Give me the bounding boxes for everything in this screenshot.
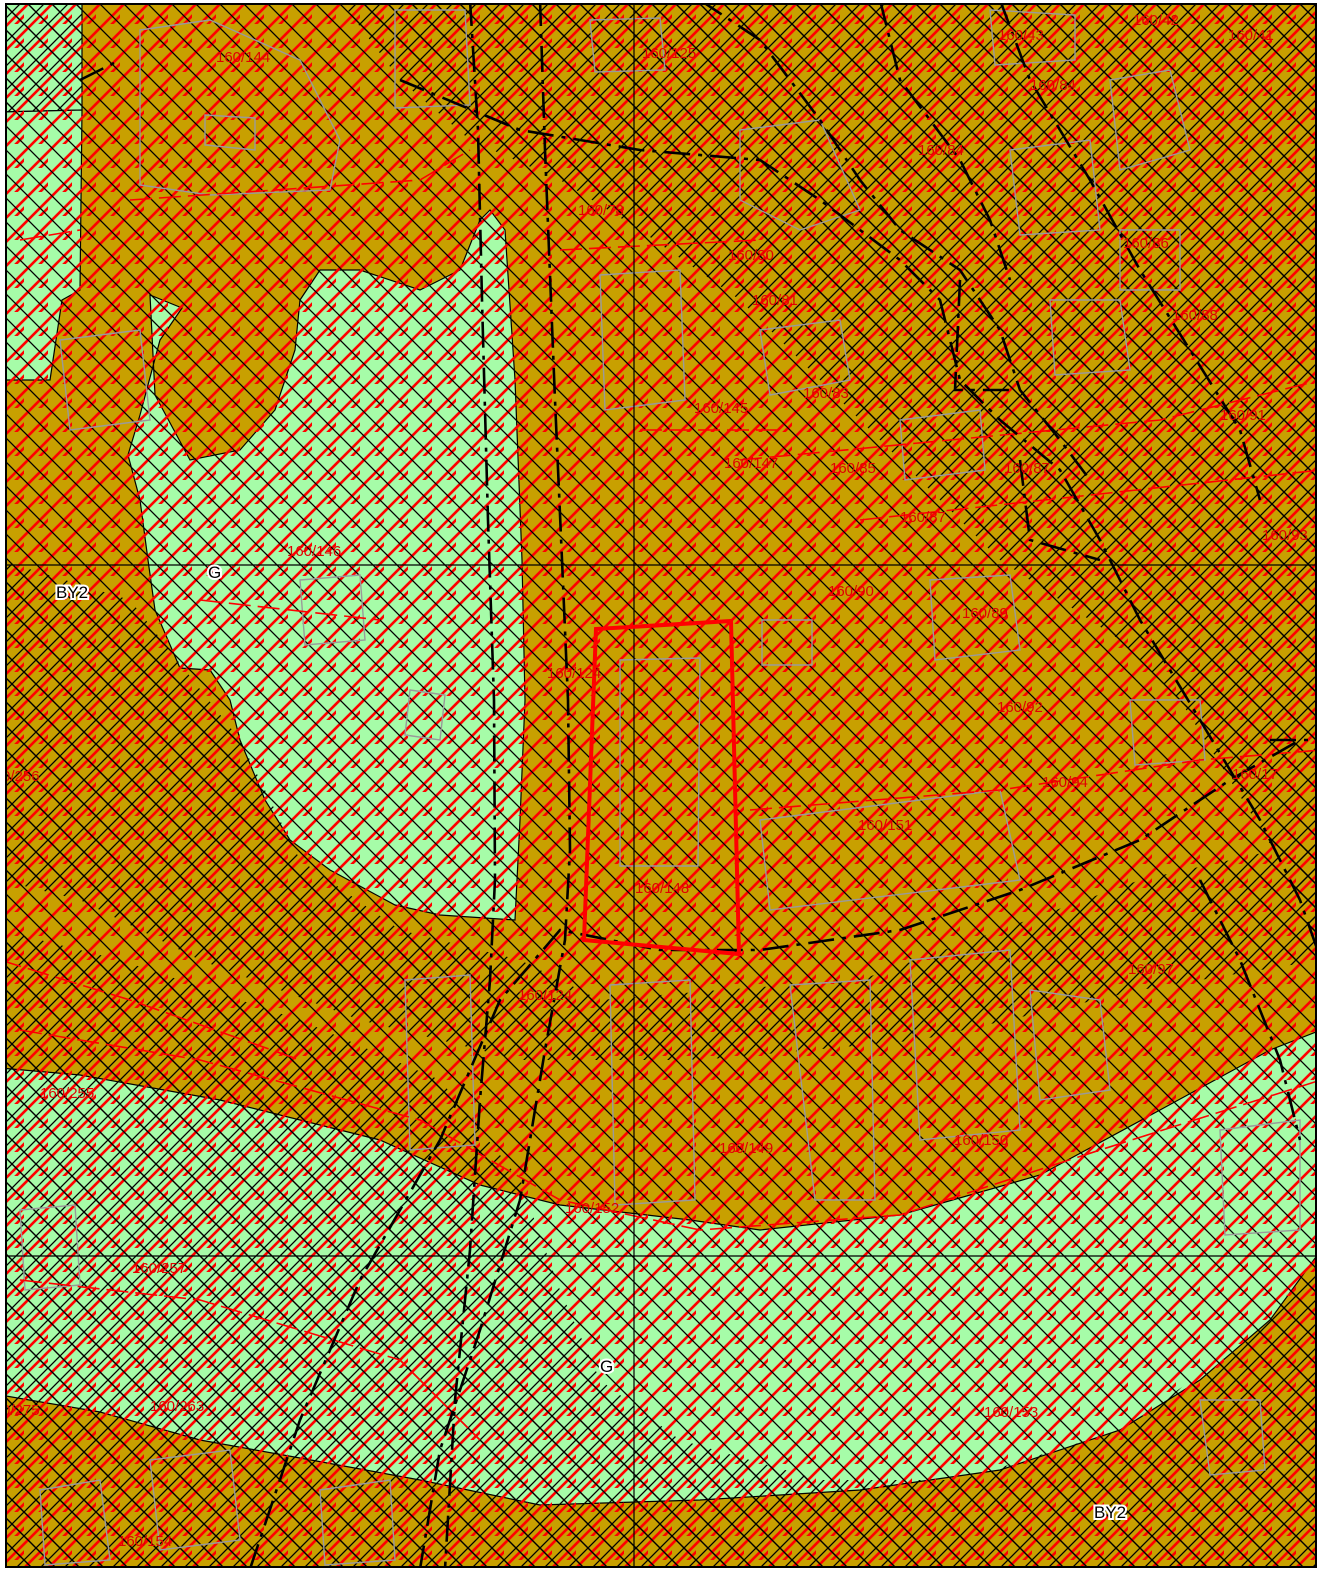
plot-label: 160/81 <box>752 292 798 309</box>
plot-label: 160/255 <box>40 1085 94 1102</box>
plot-label: 160/42 <box>1133 12 1179 29</box>
black-dashdot-boundaries <box>79 4 1316 1567</box>
plot-label: 160/87 <box>1004 460 1050 477</box>
plot-label: 160/87 <box>900 509 946 526</box>
plot-label: 160/91 <box>1220 407 1266 424</box>
plot-label: 160/263 <box>150 1398 204 1415</box>
plot-label: 160/148 <box>635 880 689 897</box>
zone-label-g-north: G <box>208 563 221 582</box>
plot-label: 160/89 <box>962 605 1008 622</box>
plot-label: 160/90 <box>828 583 874 600</box>
plot-label: 160/147 <box>724 455 778 472</box>
zone-label-by2-west: BY2 <box>56 583 88 602</box>
plot-label: 0/275 <box>2 1402 40 1419</box>
zone-label-g-south: G <box>600 1357 613 1376</box>
highlighted-parcel-160-148[interactable] <box>581 618 742 957</box>
zone-label-by2-south: BY2 <box>1094 1503 1126 1522</box>
plot-label: 160/41 <box>1228 27 1274 44</box>
plot-label: 160/153 <box>984 1404 1038 1421</box>
plot-label: 0/256 <box>2 768 40 785</box>
plot-label: 160/152 <box>565 1200 619 1217</box>
plot-label: 160/83 <box>803 385 849 402</box>
cross-hatch-south <box>6 931 1316 1567</box>
plot-label: 160/94 <box>1042 774 1088 791</box>
plot-label: 160/124 <box>518 987 572 1004</box>
zone-labels: BY2 G G BY2 <box>54 561 1128 1524</box>
plot-label: 160/125 <box>642 45 696 62</box>
plot-label: 160/86 <box>1123 235 1169 252</box>
plot-label: 160/17 <box>1232 766 1278 783</box>
plot-label: 160/154 <box>118 1533 172 1550</box>
plot-label: 160/84 <box>918 142 964 159</box>
plot-label: 160/145 <box>694 400 748 417</box>
cross-hatch-north-west <box>6 4 82 112</box>
plot-label: 160/97 <box>1128 961 1174 978</box>
plot-label: 160/92 <box>997 699 1043 716</box>
parcel-outlines <box>19 9 1301 1566</box>
plot-label: 160/93 <box>1262 527 1308 544</box>
plot-label: 160/43 <box>998 27 1044 44</box>
cross-hatch-centre-west <box>6 561 1316 1060</box>
plot-label: 160/84 <box>1030 77 1076 94</box>
map-frame <box>5 3 1317 1568</box>
plot-label: 160/149 <box>719 1140 773 1157</box>
plot-label: 160/146 <box>287 543 341 560</box>
plot-label: 160/85 <box>830 460 876 477</box>
plot-label: 160/151 <box>858 817 912 834</box>
plot-label: 160/88 <box>1172 307 1218 324</box>
cross-hatch-north-east <box>343 4 1316 940</box>
plot-labels: 160/144 160/125 160/43 160/42 160/41 160/84 16… <box>2 12 1308 1550</box>
plot-label: 160/150 <box>954 1132 1008 1149</box>
plot-label: 160/78 <box>578 202 624 219</box>
plot-label: 160/80 <box>728 247 774 264</box>
plot-label: 160/144 <box>216 49 270 66</box>
plot-label: 160/124 <box>547 665 601 682</box>
plot-label: 160/257 <box>132 1260 186 1277</box>
red-dashed-boundaries <box>6 149 1316 1441</box>
